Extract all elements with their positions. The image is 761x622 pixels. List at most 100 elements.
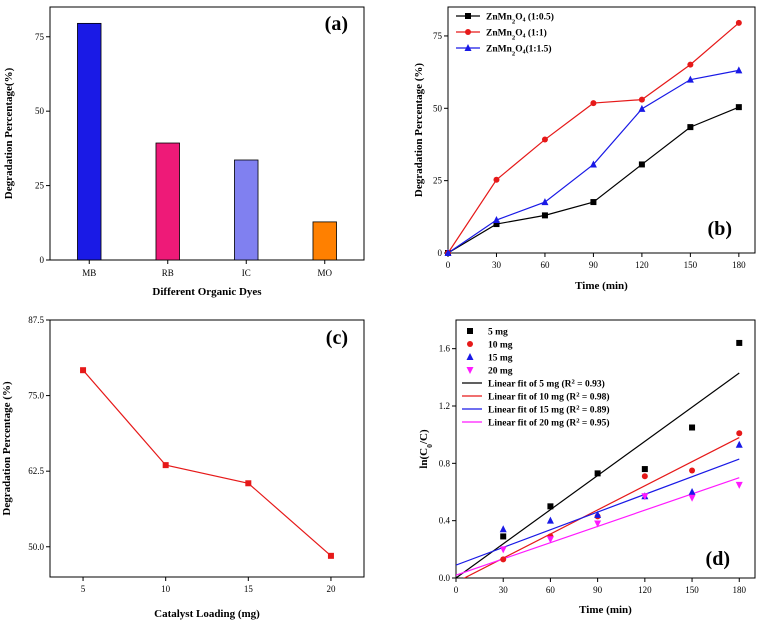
legend-label: 10 mg [488,341,513,351]
x-tick-label: 0 [454,585,459,595]
legend-label: Linear fit of 10 mg (R2 = 0.98) [488,391,610,403]
data-point [541,136,548,143]
bar-mb [77,22,102,261]
legend-label: ZnMn2O₄ (1:0.5) [486,12,554,26]
legend-label: ZnMn2O₄(1:1.5) [486,44,552,58]
data-point [546,516,554,524]
x-tick-label: 20 [326,584,336,594]
series-line [447,22,740,254]
panel-label: (a) [325,13,348,35]
data-point [594,510,602,518]
y-tick-label: 1.2 [439,401,450,411]
x-axis-title: Time (min) [575,280,628,292]
x-tick-label: MB [82,268,96,278]
data-point [594,520,602,528]
bar-rb [155,142,180,261]
y-tick-label: 0 [40,255,45,265]
x-tick-label: 180 [733,585,747,595]
y-tick-label: 1.6 [439,344,451,354]
data-point [735,66,743,74]
data-point [687,124,694,131]
legend-label: ZnMn2O₄ (1:1) [486,28,547,42]
x-tick-label: 30 [492,260,502,270]
data-point [500,556,507,563]
x-tick-label: 30 [499,585,509,595]
data-point [245,480,252,487]
x-tick-label: 120 [635,260,649,270]
data-point [500,533,507,540]
legend-marker [465,29,471,35]
x-tick-label: IC [242,268,251,278]
chart-panel-b: 0 25 50 75 0 30 60 90 120 150 180 Time (min) Degrada… [413,6,756,292]
data-point [492,216,500,224]
data-point [689,467,696,474]
panel-label: (c) [326,327,348,349]
x-tick-label: 150 [685,585,699,595]
x-tick-label: 90 [589,260,599,270]
legend-marker [464,44,472,51]
data-point [590,199,597,206]
legend-marker [467,328,473,334]
plot-frame [49,319,365,578]
series-line [447,106,740,254]
data-point [688,494,696,502]
x-tick-label: 0 [446,260,451,270]
data-point [735,481,743,489]
data-point [638,161,645,168]
x-tick-label: MO [317,268,332,278]
x-tick-label: 10 [161,584,171,594]
y-axis-title: Degradation Percentage (%) [1,381,13,516]
panel-label: (b) [708,218,732,240]
legend-marker [466,353,474,360]
data-point [590,100,597,107]
series-line [82,369,332,557]
bar-mo [312,221,337,261]
data-point [686,75,694,83]
y-tick-label: 62.5 [28,466,44,476]
x-axis-title: Catalyst Loading (mg) [154,608,260,620]
x-axis-title: Different Organic Dyes [152,286,262,298]
plot-frame [447,6,756,254]
data-point [541,198,549,206]
data-point [499,525,507,533]
x-tick-label: 180 [732,260,746,270]
y-axis-title: ln(C0/C) [418,429,434,469]
data-point [80,367,87,374]
x-tick-label: 5 [81,584,86,594]
legend-label: 20 mg [488,367,513,377]
legend-label: Linear fit of 5 mg (R2 = 0.93) [488,378,605,390]
data-point [638,104,646,112]
x-tick-label: RB [162,268,174,278]
x-tick-label: 60 [540,260,550,270]
y-tick-label: 50 [35,106,45,116]
data-point [546,536,554,544]
y-tick-label: 25 [433,176,443,186]
data-point [735,104,742,111]
legend-label: Linear fit of 15 mg (R2 = 0.89) [488,404,610,416]
data-point [641,466,648,473]
legend-marker [467,341,473,347]
data-point [589,160,597,168]
data-point [162,462,169,469]
y-tick-label: 25 [35,181,45,191]
x-tick-label: 15 [244,584,254,594]
x-axis-title: Time (min) [579,604,632,616]
legend-marker [465,13,471,19]
y-tick-label: 75 [35,32,45,42]
x-tick-label: 60 [546,585,556,595]
data-point [688,488,696,495]
y-tick-label: 75 [433,31,443,41]
data-point [641,493,649,501]
data-point [689,424,696,431]
data-point [499,546,507,554]
data-point [594,470,601,477]
data-point [638,96,645,103]
y-tick-label: 50 [433,103,443,113]
data-point [736,430,743,437]
y-tick-label: 75.0 [28,391,44,401]
y-tick-label: 50.0 [28,542,44,552]
bar-ic [234,159,259,261]
data-point [735,440,743,448]
y-tick-label: 0 [438,248,443,258]
